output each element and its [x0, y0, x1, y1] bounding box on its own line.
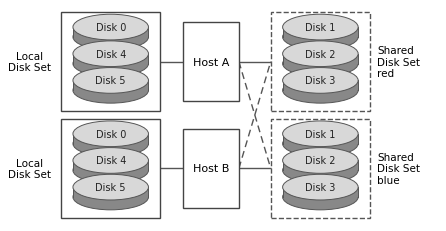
Text: Local
Disk Set: Local Disk Set	[8, 52, 51, 73]
Polygon shape	[73, 134, 149, 144]
Polygon shape	[73, 161, 149, 170]
Ellipse shape	[283, 131, 358, 157]
Polygon shape	[73, 28, 149, 38]
Text: Disk 5: Disk 5	[95, 76, 126, 86]
Polygon shape	[283, 161, 358, 170]
Bar	[183, 129, 239, 208]
Text: Disk 4: Disk 4	[95, 156, 126, 166]
Ellipse shape	[73, 184, 149, 210]
Text: Disk 2: Disk 2	[305, 49, 336, 60]
Ellipse shape	[283, 158, 358, 183]
Polygon shape	[283, 28, 358, 38]
Ellipse shape	[283, 148, 358, 173]
Ellipse shape	[73, 25, 149, 51]
Ellipse shape	[73, 175, 149, 200]
Ellipse shape	[283, 15, 358, 41]
Text: Disk 4: Disk 4	[95, 49, 126, 60]
Ellipse shape	[73, 122, 149, 147]
Text: Disk 5: Disk 5	[95, 182, 126, 192]
Polygon shape	[283, 55, 358, 64]
Polygon shape	[73, 81, 149, 91]
Polygon shape	[73, 55, 149, 64]
Text: Host B: Host B	[193, 164, 229, 174]
Ellipse shape	[283, 78, 358, 104]
Ellipse shape	[283, 42, 358, 67]
Ellipse shape	[283, 25, 358, 51]
Bar	[61, 13, 161, 112]
Ellipse shape	[73, 158, 149, 183]
Ellipse shape	[73, 42, 149, 67]
Polygon shape	[283, 81, 358, 91]
Ellipse shape	[73, 131, 149, 157]
Ellipse shape	[283, 68, 358, 94]
Text: Disk 0: Disk 0	[95, 23, 126, 33]
Bar	[271, 119, 370, 218]
Text: Shared
Disk Set
blue: Shared Disk Set blue	[377, 152, 420, 185]
Polygon shape	[73, 187, 149, 197]
Text: Disk 0: Disk 0	[95, 129, 126, 139]
Text: Disk 3: Disk 3	[305, 76, 335, 86]
Ellipse shape	[283, 175, 358, 200]
Polygon shape	[283, 134, 358, 144]
Ellipse shape	[283, 122, 358, 147]
Bar	[271, 13, 370, 112]
Text: Host A: Host A	[193, 57, 229, 67]
Text: Disk 2: Disk 2	[305, 156, 336, 166]
Ellipse shape	[73, 78, 149, 104]
Polygon shape	[283, 187, 358, 197]
Text: Shared
Disk Set
red: Shared Disk Set red	[377, 46, 420, 79]
Ellipse shape	[73, 68, 149, 94]
Text: Disk 3: Disk 3	[305, 182, 335, 192]
Ellipse shape	[283, 52, 358, 77]
Bar	[183, 23, 239, 102]
Text: Disk 1: Disk 1	[305, 23, 335, 33]
Ellipse shape	[73, 148, 149, 173]
Ellipse shape	[73, 15, 149, 41]
Bar	[61, 119, 161, 218]
Text: Disk 1: Disk 1	[305, 129, 335, 139]
Ellipse shape	[283, 184, 358, 210]
Text: Local
Disk Set: Local Disk Set	[8, 158, 51, 179]
Ellipse shape	[73, 52, 149, 77]
